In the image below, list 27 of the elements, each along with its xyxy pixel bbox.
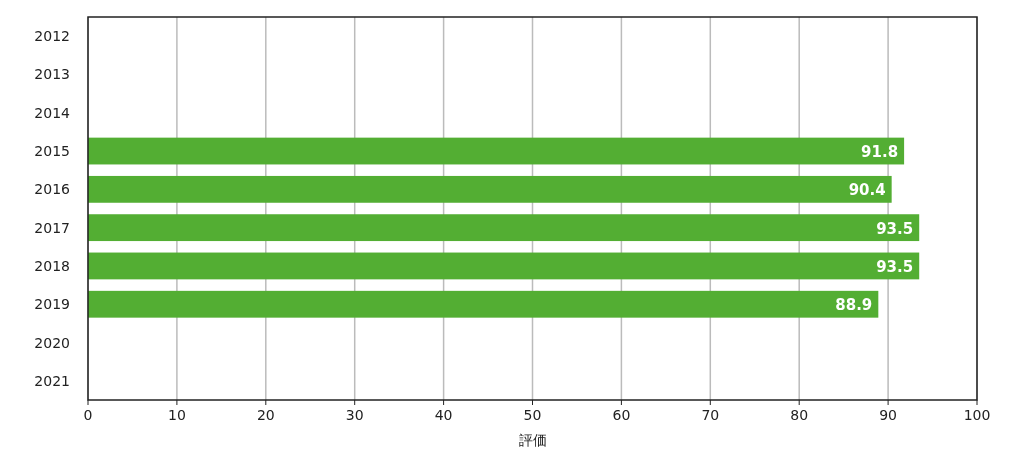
- data-label: 90.4: [848, 181, 886, 200]
- y-tick-label: 2013: [34, 66, 70, 83]
- y-tick-label: 2012: [34, 28, 70, 45]
- x-tick-label: 0: [83, 407, 93, 423]
- x-tick-label: 90: [879, 407, 898, 423]
- y-tick-label: 2017: [34, 219, 70, 236]
- y-tick-label: 2014: [34, 104, 71, 121]
- x-tick-label: 20: [256, 407, 275, 423]
- y-tick-label: 2016: [34, 181, 71, 198]
- x-tick-label: 30: [345, 407, 364, 423]
- data-label: 91.8: [861, 143, 899, 162]
- y-tick-label: 2020: [34, 334, 70, 351]
- x-tick-label: 100: [963, 407, 991, 423]
- y-tick-label: 2019: [34, 296, 70, 313]
- data-label: 93.5: [876, 257, 914, 276]
- y-tick-label: 2018: [34, 257, 70, 274]
- x-tick-label: 60: [612, 407, 631, 423]
- x-tick-label: 50: [523, 407, 542, 423]
- y-tick-label: 2015: [34, 143, 70, 160]
- x-tick-label: 40: [434, 407, 453, 423]
- data-label: 88.9: [835, 296, 873, 315]
- x-axis-title: 評価: [518, 432, 547, 448]
- data-label: 93.5: [876, 219, 914, 238]
- x-tick-label: 70: [701, 407, 720, 423]
- x-tick-label: 80: [790, 407, 809, 423]
- y-tick-label: 2021: [34, 372, 70, 389]
- x-tick-label: 10: [167, 407, 186, 423]
